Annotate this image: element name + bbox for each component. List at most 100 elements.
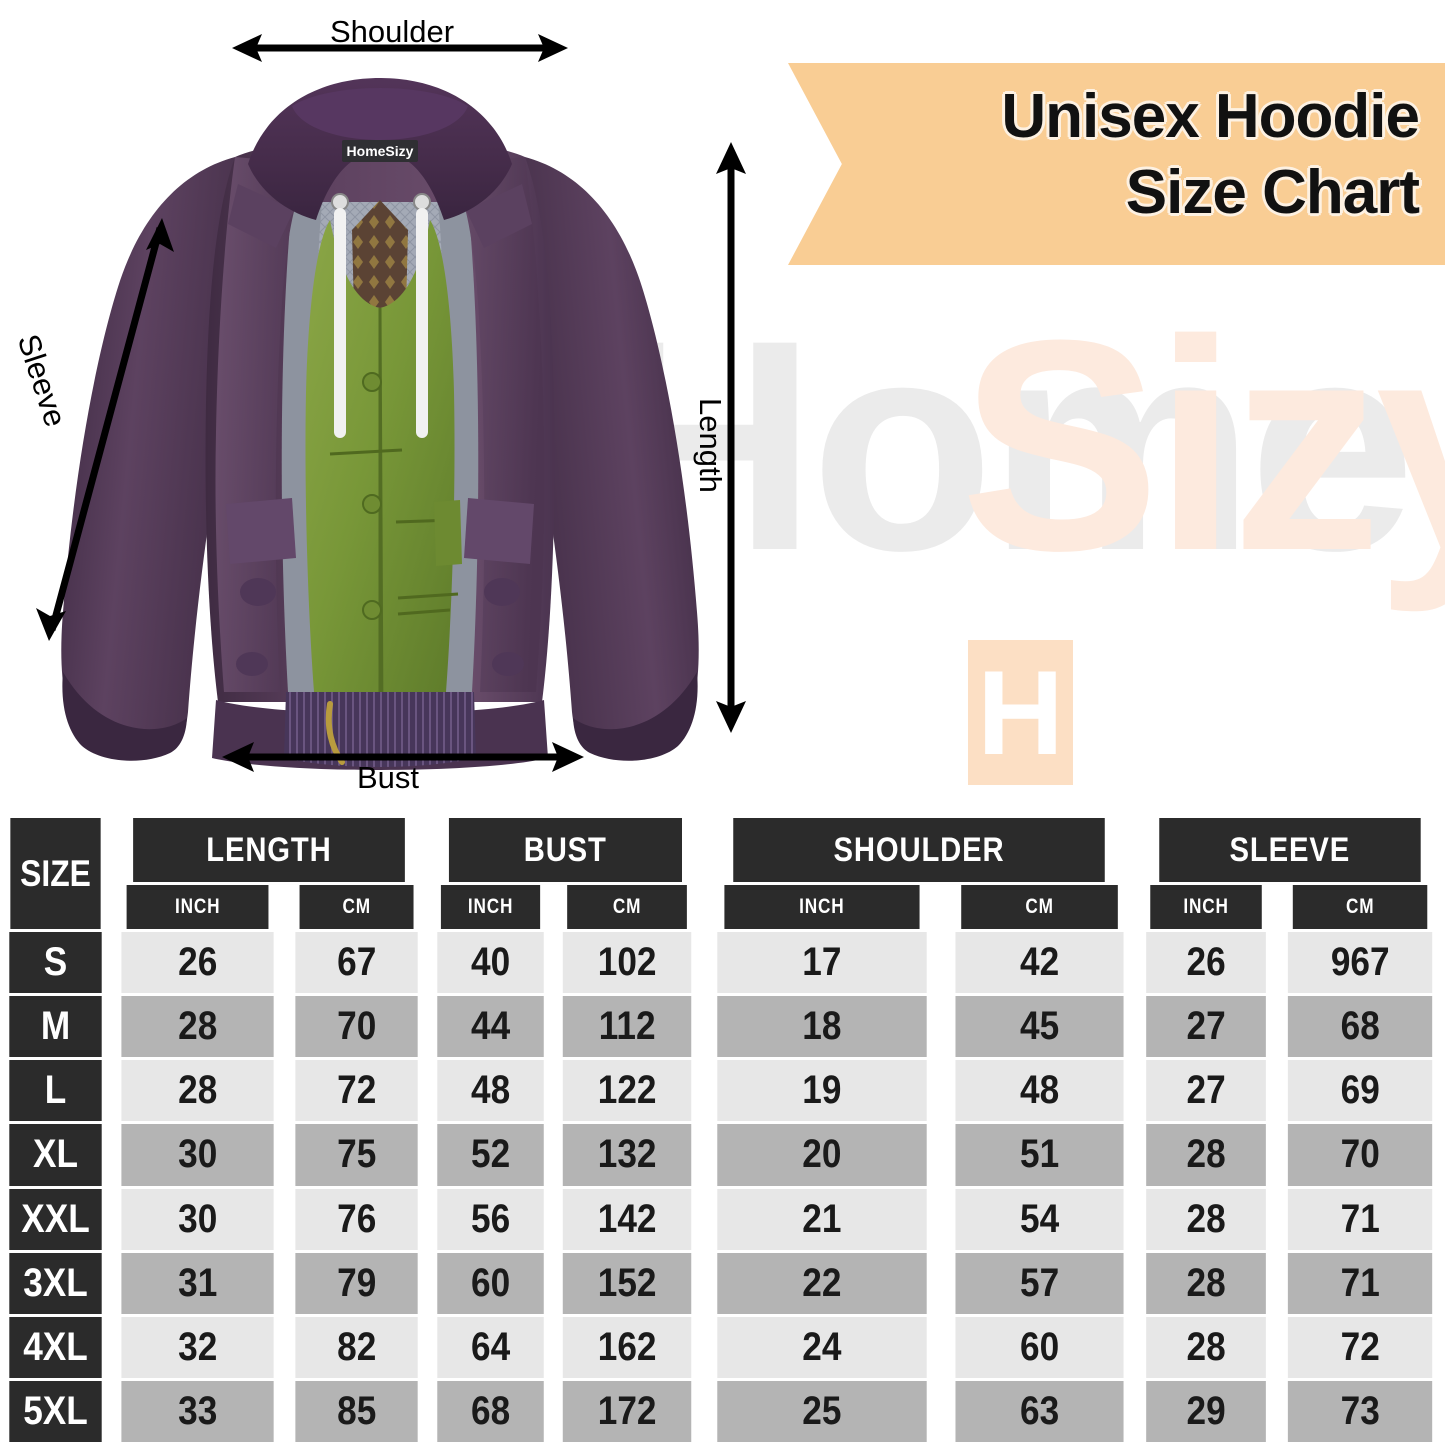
table-row: S 26 67 40 102 17 42 26 967: [3, 932, 1442, 994]
cell-value: 44: [437, 996, 544, 1058]
cell-value: 71: [1287, 1188, 1433, 1250]
table-row: 5XL 33 85 68 172 25 63 29 73: [3, 1380, 1442, 1442]
header-unit-bust-inch: INCH: [440, 885, 541, 929]
shoulder-arrow: [232, 34, 568, 62]
cell-value: 79: [295, 1252, 419, 1314]
header-row-units: INCH CM INCH CM INCH CM INCH CM: [3, 885, 1442, 929]
table-header: SIZE LENGTH BUST SHOULDER SLEEVE INCH CM…: [3, 818, 1442, 929]
cell-value: 72: [295, 1060, 419, 1122]
cell-value: 76: [295, 1188, 419, 1250]
cell-value: 32: [121, 1316, 275, 1378]
size-label-s: S: [9, 932, 102, 994]
cell-value: 112: [562, 996, 692, 1058]
header-unit-bust-cm: CM: [567, 885, 688, 929]
cell-value: 20: [717, 1124, 927, 1186]
size-label-3xl: 3XL: [9, 1252, 102, 1314]
table-row: 4XL 32 82 64 162 24 60 28 72: [3, 1316, 1442, 1378]
size-label-5xl: 5XL: [9, 1380, 102, 1442]
cell-value: 51: [955, 1124, 1124, 1186]
cell-value: 27: [1146, 996, 1267, 1058]
cell-value: 29: [1146, 1380, 1267, 1442]
cell-value: 48: [437, 1060, 544, 1122]
cell-value: 70: [1287, 1124, 1433, 1186]
cell-value: 27: [1146, 1060, 1267, 1122]
cell-value: 172: [562, 1380, 692, 1442]
length-arrow: [716, 142, 746, 733]
banner-title-line1: Unisex Hoodie: [1001, 82, 1420, 151]
cell-value: 122: [562, 1060, 692, 1122]
watermark-logo-box: H: [968, 640, 1073, 785]
header-group-sleeve: SLEEVE: [1159, 818, 1421, 882]
watermark-logo-letter: H: [977, 645, 1064, 780]
cell-value: 68: [1287, 996, 1433, 1058]
cell-value: 31: [121, 1252, 275, 1314]
cell-value: 132: [562, 1124, 692, 1186]
cell-value: 25: [717, 1380, 927, 1442]
cell-value: 67: [295, 932, 419, 994]
cell-value: 57: [955, 1252, 1124, 1314]
cell-value: 71: [1287, 1252, 1433, 1314]
watermark-sizy: Sizy: [960, 277, 1445, 613]
cell-value: 24: [717, 1316, 927, 1378]
brand-tag-text: HomeSizy: [347, 143, 414, 159]
title-banner: Unisex Hoodie Size Chart: [788, 63, 1445, 265]
cell-value: 60: [437, 1252, 544, 1314]
cell-value: 54: [955, 1188, 1124, 1250]
cell-value: 30: [121, 1188, 275, 1250]
cell-value: 28: [1146, 1124, 1267, 1186]
cell-value: 85: [295, 1380, 419, 1442]
size-label-4xl: 4XL: [9, 1316, 102, 1378]
watermark-home: Home: [600, 277, 1415, 613]
cell-value: 28: [1146, 1188, 1267, 1250]
cell-value: 30: [121, 1124, 275, 1186]
bust-label: Bust: [357, 760, 420, 795]
bust-arrow: [222, 742, 584, 772]
cell-value: 69: [1287, 1060, 1433, 1122]
cell-value: 26: [1146, 932, 1267, 994]
table-row: XL 30 75 52 132 20 51 28 70: [3, 1124, 1442, 1186]
header-group-shoulder: SHOULDER: [733, 818, 1106, 882]
cell-value: 82: [295, 1316, 419, 1378]
cell-value: 72: [1287, 1316, 1433, 1378]
cell-value: 56: [437, 1188, 544, 1250]
cell-value: 22: [717, 1252, 927, 1314]
cell-value: 28: [121, 996, 275, 1058]
cell-value: 52: [437, 1124, 544, 1186]
header-group-bust: BUST: [448, 818, 682, 882]
cell-value: 152: [562, 1252, 692, 1314]
table-body: S 26 67 40 102 17 42 26 967 M 28 70 44 112 18 45 27 68 L 28…: [3, 932, 1442, 1442]
cell-value: 40: [437, 932, 544, 994]
cell-value: 48: [955, 1060, 1124, 1122]
cell-value: 21: [717, 1188, 927, 1250]
cell-value: 967: [1287, 932, 1433, 994]
cell-value: 19: [717, 1060, 927, 1122]
table-row: M 28 70 44 112 18 45 27 68: [3, 996, 1442, 1058]
cell-value: 102: [562, 932, 692, 994]
header-group-length: LENGTH: [133, 818, 405, 882]
size-label-xxl: XXL: [9, 1188, 102, 1250]
cell-value: 63: [955, 1380, 1124, 1442]
cell-value: 18: [717, 996, 927, 1058]
illustration-area: Home Sizy H: [10, 14, 1445, 795]
table-row: 3XL 31 79 60 152 22 57 28 71: [3, 1252, 1442, 1314]
size-label-l: L: [9, 1060, 102, 1122]
header-unit-length-cm: CM: [299, 885, 415, 929]
cell-value: 28: [121, 1060, 275, 1122]
header-size: SIZE: [10, 818, 101, 929]
cell-value: 26: [121, 932, 275, 994]
size-label-xl: XL: [9, 1124, 102, 1186]
header-unit-sleeve-inch: INCH: [1150, 885, 1263, 929]
header-unit-shoulder-cm: CM: [961, 885, 1119, 929]
size-label-m: M: [9, 996, 102, 1058]
banner-title-line2: Size Chart: [1125, 158, 1420, 227]
cell-value: 73: [1287, 1380, 1433, 1442]
sleeve-arrow: [36, 218, 174, 641]
cell-value: 17: [717, 932, 927, 994]
cell-value: 64: [437, 1316, 544, 1378]
header-unit-shoulder-inch: INCH: [724, 885, 920, 929]
size-chart-table: SIZE LENGTH BUST SHOULDER SLEEVE INCH CM…: [0, 815, 1445, 1445]
cell-value: 45: [955, 996, 1124, 1058]
hoodie-illustration: HomeSizy: [61, 78, 699, 770]
cell-value: 28: [1146, 1252, 1267, 1314]
header-row-groups: SIZE LENGTH BUST SHOULDER SLEEVE: [3, 818, 1442, 929]
